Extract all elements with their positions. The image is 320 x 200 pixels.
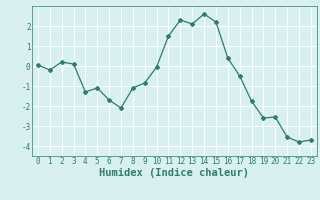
X-axis label: Humidex (Indice chaleur): Humidex (Indice chaleur)	[100, 168, 249, 178]
